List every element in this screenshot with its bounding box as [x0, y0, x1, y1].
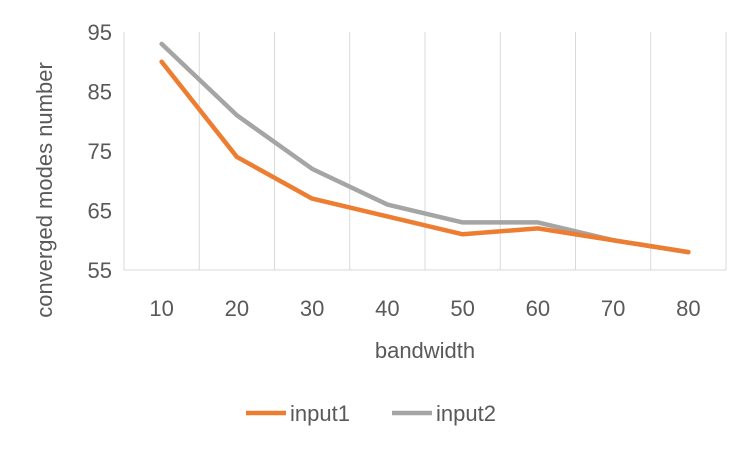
y-tick-label: 55	[88, 258, 112, 283]
y-axis-title: converged modes number	[32, 62, 57, 318]
x-tick-label: 60	[526, 296, 550, 321]
x-tick-label: 70	[601, 296, 625, 321]
series-line-input1	[159, 59, 691, 255]
x-tick-labels: 10 20 30 40 50 60 70 80	[149, 296, 700, 321]
legend-label-input2: input2	[436, 401, 496, 426]
x-tick-label: 20	[225, 296, 249, 321]
x-tick-label: 50	[450, 296, 474, 321]
x-tick-label: 80	[676, 296, 700, 321]
x-tick-label: 40	[375, 296, 399, 321]
y-tick-label: 95	[88, 20, 112, 45]
legend-label-input1: input1	[290, 401, 350, 426]
y-tick-labels: 55 65 75 85 95	[88, 20, 112, 283]
x-tick-label: 30	[300, 296, 324, 321]
y-tick-label: 85	[88, 80, 112, 105]
legend: input1 input2	[246, 401, 496, 426]
series-lines	[159, 41, 691, 255]
y-tick-label: 75	[88, 139, 112, 164]
grid-lines	[123, 32, 727, 270]
y-tick-label: 65	[88, 199, 112, 224]
x-tick-label: 10	[149, 296, 173, 321]
x-axis-title: bandwidth	[375, 338, 475, 363]
